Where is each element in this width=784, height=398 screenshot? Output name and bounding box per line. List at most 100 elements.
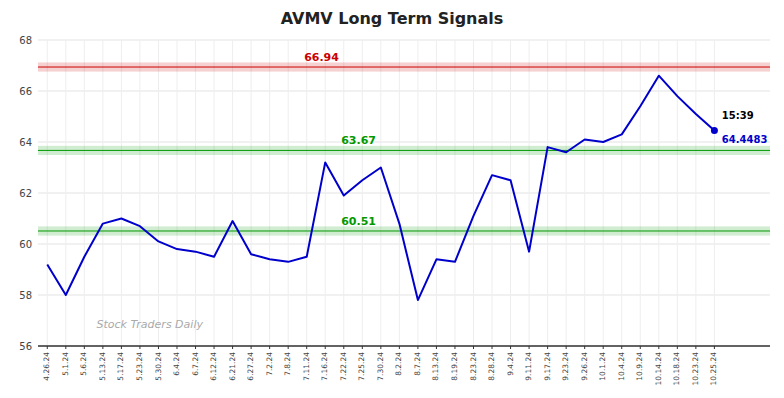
signal-label: 63.67 [341, 134, 376, 147]
x-tick-label: 9.11.24 [524, 352, 533, 381]
x-tick [84, 346, 85, 349]
x-grid-line [677, 40, 678, 346]
x-tick-label: 10.4.24 [617, 352, 626, 381]
x-tick-label: 9.4.24 [506, 352, 515, 376]
x-tick-label: 4.26.24 [42, 352, 51, 381]
signal-band [38, 62, 770, 71]
x-tick-label: 5.13.24 [98, 352, 107, 381]
x-tick [640, 346, 641, 349]
x-tick-label: 7.8.24 [283, 352, 292, 376]
x-tick [47, 346, 48, 349]
x-tick [195, 346, 196, 349]
x-tick-label: 5.23.24 [135, 352, 144, 381]
x-tick-label: 7.22.24 [339, 352, 348, 381]
x-tick-label: 8.2.24 [394, 352, 403, 376]
x-grid-line [306, 40, 307, 346]
x-tick [251, 346, 252, 349]
x-tick-label: 7.30.24 [376, 352, 385, 381]
y-grid-line [38, 142, 770, 143]
x-grid-line [121, 40, 122, 346]
title: AVMV Long Term Signals [281, 9, 504, 28]
last-value-label: 64.4483 [722, 134, 768, 145]
signal-band [38, 226, 770, 235]
x-grid-line [547, 40, 548, 346]
x-tick-label: 10.25.24 [709, 352, 718, 386]
x-grid-line [584, 40, 585, 346]
x-grid-line [603, 40, 604, 346]
last-point [711, 127, 718, 134]
x-grid-line [714, 40, 715, 346]
x-tick-label: 9.23.24 [561, 352, 570, 381]
y-tick-label: 58 [19, 290, 32, 301]
x-tick [121, 346, 122, 349]
x-grid-line [288, 40, 289, 346]
x-tick [529, 346, 530, 349]
y-tick-label: 60 [19, 239, 32, 250]
x-tick-label: 7.25.24 [357, 352, 366, 381]
x-tick-label: 5.17.24 [116, 352, 125, 381]
x-grid-line [214, 40, 215, 346]
signal-line [38, 230, 770, 231]
x-tick-label: 7.16.24 [320, 352, 329, 381]
y-grid-line [38, 295, 770, 296]
x-tick [492, 346, 493, 349]
watermark: Stock Traders Daily [97, 318, 204, 331]
x-grid-line [65, 40, 66, 346]
x-grid-line [47, 40, 48, 346]
x-grid-line [454, 40, 455, 346]
x-tick-label: 6.27.24 [246, 352, 255, 381]
x-grid-line [695, 40, 696, 346]
x-grid-line [139, 40, 140, 346]
x-tick-label: 8.19.24 [450, 352, 459, 381]
x-grid-line [529, 40, 530, 346]
x-tick [417, 346, 418, 349]
x-grid-line [399, 40, 400, 346]
y-grid-line [38, 91, 770, 92]
x-tick [566, 346, 567, 349]
x-tick [454, 346, 455, 349]
x-tick [714, 346, 715, 349]
x-axis-line [38, 345, 770, 347]
x-tick [658, 346, 659, 349]
x-tick-label: 10.14.24 [654, 352, 663, 386]
signal-band [38, 146, 770, 155]
x-tick-label: 10.9.24 [635, 352, 644, 381]
x-tick [343, 346, 344, 349]
x-grid-line [325, 40, 326, 346]
x-grid-line [232, 40, 233, 346]
x-grid-line [621, 40, 622, 346]
x-tick-label: 7.11.24 [302, 352, 311, 381]
y-tick-label: 64 [19, 137, 32, 148]
signal-line [38, 67, 770, 68]
x-tick-label: 9.26.24 [580, 352, 589, 381]
x-tick-label: 10.1.24 [598, 352, 607, 381]
x-tick [473, 346, 474, 349]
signal-line [38, 150, 770, 151]
x-tick [603, 346, 604, 349]
x-tick [380, 346, 381, 349]
x-tick [158, 346, 159, 349]
x-tick-label: 6.12.24 [209, 352, 218, 381]
x-grid-line [158, 40, 159, 346]
x-tick [102, 346, 103, 349]
x-grid-line [176, 40, 177, 346]
x-grid-line [251, 40, 252, 346]
x-tick [695, 346, 696, 349]
x-tick [677, 346, 678, 349]
x-tick-label: 8.23.24 [469, 352, 478, 381]
x-tick-label: 5.30.24 [154, 352, 163, 381]
y-tick-label: 66 [19, 86, 32, 97]
x-tick [547, 346, 548, 349]
x-tick [436, 346, 437, 349]
x-tick-label: 6.4.24 [172, 352, 181, 376]
background [0, 0, 784, 398]
x-grid-line [566, 40, 567, 346]
x-tick [65, 346, 66, 349]
x-tick [269, 346, 270, 349]
x-grid-line [195, 40, 196, 346]
x-tick-label: 6.7.24 [191, 352, 200, 376]
x-tick-label: 9.17.24 [543, 352, 552, 381]
x-grid-line [269, 40, 270, 346]
price-line [47, 76, 714, 300]
x-grid-line [436, 40, 437, 346]
